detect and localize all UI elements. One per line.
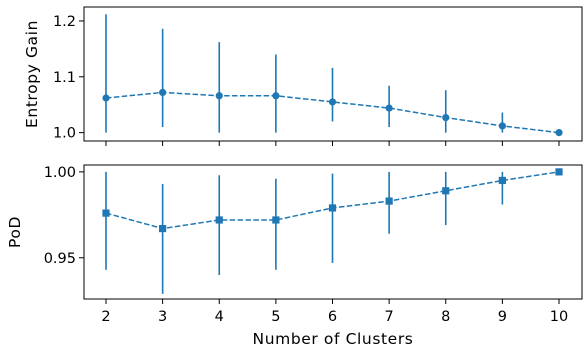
pod-x-tick-label: 8: [441, 309, 450, 325]
pod-x-tick-label: 9: [498, 309, 507, 325]
pod-data-point: [215, 216, 223, 224]
pod-y-ticks: 0.95 1.00: [44, 165, 84, 267]
entropy-gain-data-point: [498, 122, 506, 130]
entropy-gain-data-point: [102, 94, 110, 102]
pod-marks: [102, 168, 563, 294]
pod-x-tick-label: 10: [550, 309, 568, 325]
entropy-gain-data-point: [385, 104, 393, 112]
pod-data-point: [555, 168, 563, 176]
pod-data-point: [385, 197, 393, 205]
entropy-gain-data-point: [555, 129, 563, 137]
entropy-gain-y-tick-label: 1.1: [53, 70, 76, 86]
pod-x-ticks: 2 3 4 5 6 7 8 9 10: [101, 299, 568, 325]
pod-x-tick-label: 5: [271, 309, 280, 325]
pod-data-point: [159, 224, 167, 233]
pod-y-tick-label: 1.00: [44, 165, 76, 181]
pod-y-axis-label: PoD: [6, 216, 24, 248]
pod-x-tick-label: 6: [328, 309, 337, 325]
entropy-gain-series-line: [105, 91, 560, 134]
entropy-gain-data-point: [328, 98, 337, 106]
pod-data-point: [328, 204, 337, 212]
entropy-gain-panel: 1.0 1.1 1.2 Entropy Gain: [23, 6, 583, 146]
pod-data-point: [102, 209, 110, 217]
entropy-gain-y-tick-label: 1.0: [53, 126, 76, 142]
pod-x-tick-label: 3: [158, 309, 167, 325]
entropy-gain-y-ticks: 1.0 1.1 1.2: [53, 14, 84, 142]
pod-x-tick-label: 7: [385, 309, 394, 325]
pod-data-point: [272, 216, 280, 224]
pod-y-tick-label: 0.95: [44, 251, 76, 267]
pod-panel: 0.95 1.00 2 3 4 5 6 7 8 9 10 PoD Number of Cluste…: [6, 164, 583, 348]
entropy-gain-data-point: [442, 113, 450, 122]
pod-data-point: [498, 176, 506, 185]
entropy-gain-y-tick-label: 1.2: [53, 14, 76, 30]
entropy-gain-y-axis-label: Entropy Gain: [23, 20, 41, 128]
entropy-gain-marks: [102, 14, 563, 137]
pod-data-point: [442, 187, 450, 195]
entropy-gain-x-ticks: [105, 141, 560, 146]
entropy-gain-data-point: [159, 88, 167, 97]
pod-x-tick-label: 2: [101, 309, 110, 325]
entropy-gain-data-point: [215, 92, 223, 100]
x-axis-label: Number of Clusters: [253, 330, 414, 348]
pod-x-tick-label: 4: [215, 309, 224, 325]
entropy-gain-data-point: [272, 92, 280, 100]
